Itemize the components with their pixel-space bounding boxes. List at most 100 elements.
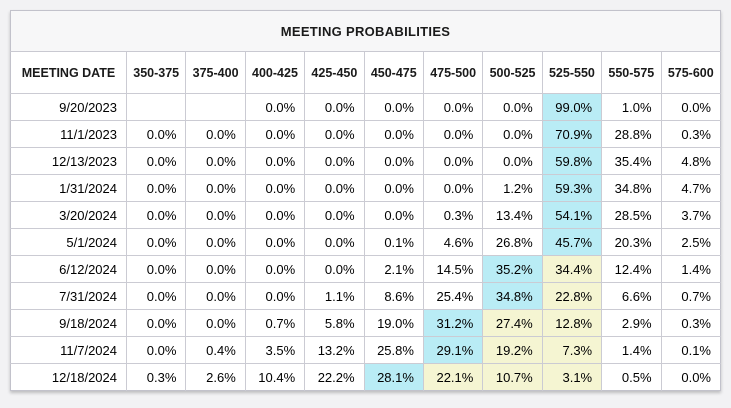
probability-cell: 0.0% — [244, 147, 306, 175]
probability-cell: 7.3% — [541, 336, 603, 364]
probability-cell: 0.0% — [363, 201, 424, 229]
table-row: 12/18/2024 0.3% 2.6% 10.4% 22.2% 28.1% 22.1% 10… — [10, 363, 721, 391]
probability-cell: 0.3% — [660, 309, 721, 337]
probability-cell: 0.0% — [482, 120, 543, 148]
probability-cell: 0.7% — [244, 309, 306, 337]
probability-cell: 13.2% — [304, 336, 365, 364]
probability-cell: 2.5% — [660, 228, 721, 256]
probability-cell: 5.8% — [304, 309, 365, 337]
probability-cell — [185, 93, 246, 121]
probability-cell: 0.0% — [125, 255, 187, 283]
probability-cell: 0.0% — [660, 363, 721, 391]
meeting-date-column-header: MEETING DATE — [10, 51, 127, 94]
probability-cell: 12.4% — [601, 255, 662, 283]
meeting-date-cell: 6/12/2024 — [10, 255, 127, 283]
rate-range-column-header: 575-600 — [660, 51, 721, 94]
probability-cell: 2.6% — [185, 363, 246, 391]
probability-cell: 19.0% — [363, 309, 424, 337]
probability-cell: 0.0% — [244, 282, 306, 310]
probability-cell: 25.8% — [363, 336, 424, 364]
table-row: 9/20/2023 0.0% 0.0% 0.0% 0.0% 0.0% 99.0% 1.0% 0.… — [10, 93, 721, 121]
probability-cell: 27.4% — [482, 309, 543, 337]
probability-cell: 0.0% — [244, 174, 306, 202]
probability-cell: 3.1% — [541, 363, 603, 391]
probability-cell: 0.0% — [363, 147, 424, 175]
probability-cell: 0.0% — [244, 228, 306, 256]
probability-cell: 12.8% — [541, 309, 603, 337]
title-row: MEETING PROBABILITIES — [10, 10, 721, 52]
probability-cell: 3.7% — [660, 201, 721, 229]
table-row: 1/31/2024 0.0% 0.0% 0.0% 0.0% 0.0% 0.0% 1.2% 59.… — [10, 174, 721, 202]
probability-cell: 34.4% — [541, 255, 603, 283]
meeting-date-cell: 5/1/2024 — [10, 228, 127, 256]
table-body: 9/20/2023 0.0% 0.0% 0.0% 0.0% 0.0% 99.0% 1.0% 0.… — [10, 93, 721, 391]
probability-cell: 2.1% — [363, 255, 424, 283]
probability-cell: 0.0% — [422, 174, 484, 202]
probability-cell: 8.6% — [363, 282, 424, 310]
meeting-date-cell: 11/7/2024 — [10, 336, 127, 364]
table-title: MEETING PROBABILITIES — [10, 10, 721, 52]
meeting-date-cell: 7/31/2024 — [10, 282, 127, 310]
probability-cell: 0.0% — [125, 174, 187, 202]
probability-cell: 0.0% — [304, 174, 365, 202]
meeting-date-cell: 9/20/2023 — [10, 93, 127, 121]
probability-cell: 0.0% — [125, 147, 187, 175]
probability-cell: 19.2% — [482, 336, 543, 364]
probability-cell: 28.8% — [601, 120, 662, 148]
probability-cell — [125, 93, 187, 121]
probability-cell: 28.5% — [601, 201, 662, 229]
probability-cell: 22.2% — [304, 363, 365, 391]
probability-cell: 0.0% — [363, 120, 424, 148]
probability-cell: 0.0% — [185, 147, 246, 175]
table-row: 7/31/2024 0.0% 0.0% 0.0% 1.1% 8.6% 25.4% 34.8% 2… — [10, 282, 721, 310]
probability-cell: 59.3% — [541, 174, 603, 202]
probability-cell: 4.6% — [422, 228, 484, 256]
meeting-probabilities-table: MEETING PROBABILITIES MEETING DATE 350-37… — [10, 10, 721, 391]
probability-cell: 0.1% — [363, 228, 424, 256]
probability-cell: 1.4% — [601, 336, 662, 364]
probability-cell: 6.6% — [601, 282, 662, 310]
meeting-date-cell: 9/18/2024 — [10, 309, 127, 337]
probability-cell: 0.0% — [482, 93, 543, 121]
probability-cell: 14.5% — [422, 255, 484, 283]
rate-range-column-header: 450-475 — [363, 51, 424, 94]
probability-cell: 0.0% — [125, 309, 187, 337]
probability-cell: 22.1% — [422, 363, 484, 391]
meeting-date-cell: 12/18/2024 — [10, 363, 127, 391]
meeting-date-cell: 12/13/2023 — [10, 147, 127, 175]
meeting-date-cell: 1/31/2024 — [10, 174, 127, 202]
rate-range-column-header: 375-400 — [185, 51, 246, 94]
meeting-date-cell: 11/1/2023 — [10, 120, 127, 148]
probability-cell: 0.3% — [125, 363, 187, 391]
probability-cell: 0.5% — [601, 363, 662, 391]
probability-cell: 0.0% — [363, 93, 424, 121]
table-row: 11/1/2023 0.0% 0.0% 0.0% 0.0% 0.0% 0.0% 0.0% 70.… — [10, 120, 721, 148]
probability-cell: 0.0% — [185, 255, 246, 283]
probability-cell: 0.0% — [660, 93, 721, 121]
probability-cell: 0.0% — [125, 228, 187, 256]
rate-range-column-header: 550-575 — [601, 51, 662, 94]
probability-cell: 2.9% — [601, 309, 662, 337]
probability-cell: 0.0% — [244, 201, 306, 229]
probability-cell: 22.8% — [541, 282, 603, 310]
probability-cell: 34.8% — [482, 282, 543, 310]
rate-range-column-header: 350-375 — [125, 51, 187, 94]
probability-cell: 0.0% — [244, 120, 306, 148]
probability-cell: 0.0% — [422, 120, 484, 148]
rate-range-column-header: 475-500 — [422, 51, 484, 94]
probability-cell: 1.0% — [601, 93, 662, 121]
rate-range-column-header: 400-425 — [244, 51, 306, 94]
probability-cell: 20.3% — [601, 228, 662, 256]
probability-cell: 70.9% — [541, 120, 603, 148]
meeting-date-cell: 3/20/2024 — [10, 201, 127, 229]
probability-cell: 1.2% — [482, 174, 543, 202]
probability-cell: 45.7% — [541, 228, 603, 256]
probability-cell: 0.0% — [185, 228, 246, 256]
probability-cell: 0.0% — [304, 255, 365, 283]
probability-cell: 0.0% — [422, 147, 484, 175]
probability-cell: 0.0% — [304, 228, 365, 256]
probability-cell: 35.2% — [482, 255, 543, 283]
probability-cell: 0.0% — [304, 201, 365, 229]
probability-cell: 10.7% — [482, 363, 543, 391]
probability-cell: 0.0% — [125, 336, 187, 364]
